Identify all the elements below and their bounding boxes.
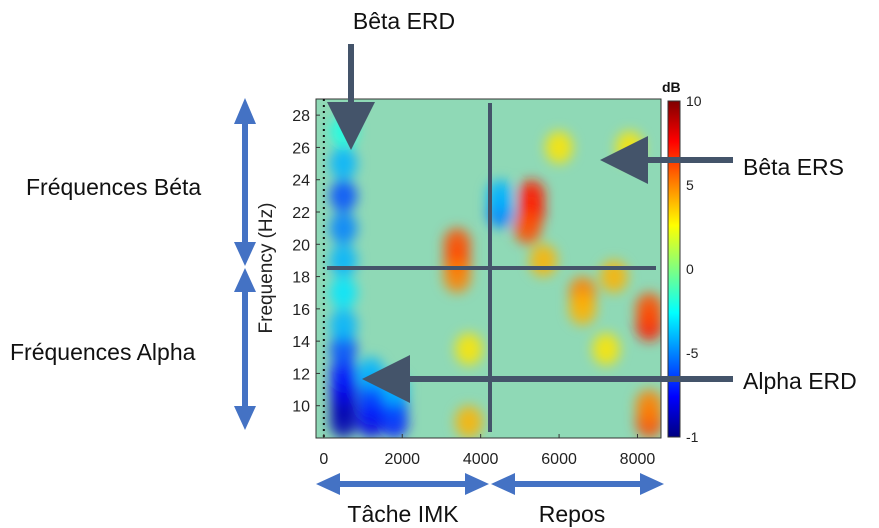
y-axis-label: Frequency (Hz)	[256, 203, 277, 334]
y-tick-label: 22	[292, 205, 310, 222]
colorbar-tick-label: -1	[686, 429, 699, 445]
y-tick-label: 16	[292, 302, 310, 319]
heatmap-cell	[592, 333, 620, 366]
y-tick-label: 14	[292, 334, 310, 351]
heatmap-cell	[329, 333, 358, 366]
task-label: Tâche IMK	[347, 501, 459, 527]
heatmap-cell	[329, 244, 358, 277]
beta-ers-label: Bêta ERS	[743, 154, 844, 180]
heatmap-cell	[529, 244, 558, 277]
rest-label: Repos	[539, 501, 605, 527]
x-tick-label: 6000	[541, 451, 577, 468]
beta-erd-label: Bêta ERD	[353, 8, 455, 34]
beta-range-arrow	[234, 98, 256, 266]
y-tick-label: 26	[292, 140, 310, 157]
y-tick-label: 10	[292, 399, 310, 416]
x-tick-label: 2000	[384, 451, 420, 468]
colorbar-gradient	[667, 100, 681, 438]
y-tick-label: 20	[292, 237, 310, 254]
task-range-arrow	[316, 473, 489, 495]
alpha-erd-label: Alpha ERD	[743, 368, 857, 394]
y-axis-ticks: 10 12 14 16 18 20 22 24 26 28	[292, 108, 320, 416]
heatmap-cell	[600, 260, 628, 293]
heatmap-cell	[329, 179, 358, 212]
heatmap-cell	[635, 389, 661, 422]
plot-frame	[315, 98, 662, 439]
colorbar-tick-label: 10	[686, 93, 702, 109]
heatmap-cell	[455, 405, 483, 438]
heatmap-cell	[517, 179, 546, 212]
heatmap-cell	[329, 308, 358, 342]
x-tick-label: 0	[319, 451, 328, 468]
rest-range-arrow	[491, 473, 664, 495]
colorbar: dB 10 5 0 -5 -1	[662, 79, 702, 445]
heatmap-cell	[635, 292, 661, 325]
colorbar-tick-label: 5	[686, 177, 694, 193]
freq-beta-label: Fréquences Béta	[26, 174, 201, 200]
x-axis-ticks: 0 2000 4000 6000 8000	[319, 434, 655, 468]
y-tick-label: 18	[292, 270, 310, 287]
heatmap-cell	[329, 212, 358, 245]
x-tick-label: 4000	[463, 451, 499, 468]
heatmap-cell	[443, 260, 471, 293]
heatmap-cell	[329, 147, 358, 180]
heatmap-cell	[568, 292, 597, 325]
heatmap-cell	[329, 357, 358, 390]
colorbar-tick-label: 0	[686, 261, 694, 277]
y-tick-label: 28	[292, 108, 310, 125]
alpha-range-arrow	[234, 268, 256, 430]
y-tick-label: 12	[292, 366, 310, 383]
x-tick-label: 8000	[620, 451, 656, 468]
heatmap-cell	[486, 179, 514, 212]
colorbar-tick-label: -5	[686, 345, 699, 361]
heatmap-cell	[443, 228, 471, 261]
freq-alpha-label: Fréquences Alpha	[10, 339, 196, 365]
colorbar-unit: dB	[662, 79, 681, 95]
y-tick-label: 24	[292, 173, 310, 190]
heatmap-cell	[455, 333, 483, 366]
heatmap-cell	[357, 357, 385, 390]
colorbar-ticks: 10 5 0 -5 -1	[686, 93, 702, 445]
heatmap-cell	[513, 212, 542, 245]
heatmap-cell	[329, 276, 358, 309]
heatmap-cell	[545, 131, 573, 164]
